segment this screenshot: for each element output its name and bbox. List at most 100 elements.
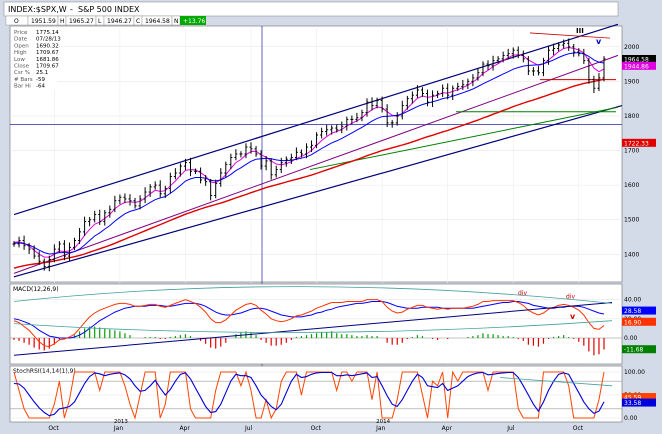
stochrsi-right-label: 45.59 [624,395,641,402]
ma10-line [13,46,605,258]
macd-v-annotation: v [570,312,576,321]
macd-right-label: -11.68 [624,347,644,354]
header-dash: - [70,5,73,14]
info-key: Csr % [14,70,30,76]
price-right-label-box [622,61,656,70]
info-key: Close [14,64,30,70]
x-tick-label: Apr [442,425,453,432]
macd-line [13,299,605,348]
x-tick-label: Apr [179,425,190,432]
macd-tick-label: 40.00 [624,297,641,304]
green-trendline [309,106,619,171]
quote-high-label: H [60,18,65,25]
quote-close: 1964.58 [145,18,170,25]
info-value: 1690.32 [36,43,59,49]
price-right-label: 1944.86 [624,63,649,70]
stochrsi-right-label: 33.58 [624,400,641,407]
x-tick-label: Oct [311,425,322,432]
macd-arc [13,286,613,304]
x-tick-label: Jul [244,425,253,432]
quote-close-label: C [136,18,140,25]
header-symbol: INDEX:$SPX,W [8,5,67,14]
macd-right-label-box [622,317,656,326]
macd-div-annotation: div [518,290,527,297]
macd-panel [9,283,623,365]
price-overlays: III v [13,23,623,278]
macd-arc-lower [13,320,613,333]
price-panel [9,25,623,283]
stochrsi-right-label-box [622,398,656,407]
stochrsi-trendline [499,377,613,387]
quote-change-label: N [174,18,179,25]
purple-trendline [13,54,619,274]
macd-title: MACD(12,26,9) [13,286,59,293]
macd-right-label-box [622,306,656,315]
price-tick-label: 1400 [624,251,639,258]
stochrsi-tick-label: 0.00 [624,415,638,422]
info-key: Open [14,43,29,49]
wave-annotation: III [576,27,584,35]
channel-upper-line [13,23,619,216]
info-value: -59 [36,77,45,83]
info-key: Low [14,57,25,63]
quote-low: 1946.27 [107,18,132,25]
change-badge [180,16,206,25]
info-key: High [14,50,27,56]
price-right-label: 1722.33 [624,140,649,147]
price-tick-label: 1800 [624,113,639,120]
header-name: S&P 500 INDEX [78,5,140,14]
quote-low-label: L [98,18,102,25]
info-key: Price [14,30,28,36]
price-tick-label: 1900 [624,78,639,85]
quote-change: +13.76 [183,18,205,25]
info-value: 1709.67 [36,64,59,70]
info-value: 07/28/13 [36,37,61,43]
macd-right-label-box [622,345,656,354]
x-tick-label: Jan [113,425,123,432]
info-key: Bar Hi [14,84,31,90]
stochrsi-signal-line [13,371,605,417]
price-bars [12,38,606,272]
stochrsi-right-label-box [622,393,656,402]
info-value: 25.1 [36,70,48,76]
moving-averages [13,46,605,269]
red-top-line [529,32,611,39]
quote-high: 1965.27 [69,18,94,25]
macd-signal-line [13,301,605,339]
macd-div-annotation: div [566,294,575,301]
x-tick-year: 2013 [114,419,128,425]
channel-lower-line [13,104,623,278]
price-tick-label: 1600 [624,182,639,189]
info-value: 1775.14 [36,30,59,36]
macd-right-label: 28.58 [624,308,641,315]
macd-tick-label: 0.00 [624,335,638,342]
price-axis: 1400 1500 1600 1700 1800 1900 2000 [624,44,639,259]
info-key: Date [14,37,28,43]
price-tick-label: 2000 [624,44,639,51]
x-tick-label: Oct [48,425,59,432]
price-right-label-box [622,138,656,147]
x-tick-label: Jan [375,425,385,432]
price-tick-label: 1500 [624,217,639,224]
ma20-line [13,52,605,255]
info-key: # Bars [14,77,33,83]
info-box-content: Price 1775.14 Date 07/28/13 Open 1690.32 High 1… [14,30,61,90]
info-value: 1709.67 [36,50,59,56]
x-tick-label: Oct [573,425,584,432]
x-tick-label: Jul [506,425,515,432]
ma40-line [13,78,605,269]
stochrsi-title: StochRSI(14,14(1),9) [13,368,76,375]
stochrsi-tick-label: 100.00 [624,369,645,376]
info-value: -64 [36,84,45,90]
info-box [12,28,58,90]
quote-open: 1951.59 [31,18,56,25]
stochrsi-line [13,370,605,420]
x-tick-year: 2014 [376,419,390,425]
header-bar [3,1,619,17]
price-right-label-box [622,55,656,64]
